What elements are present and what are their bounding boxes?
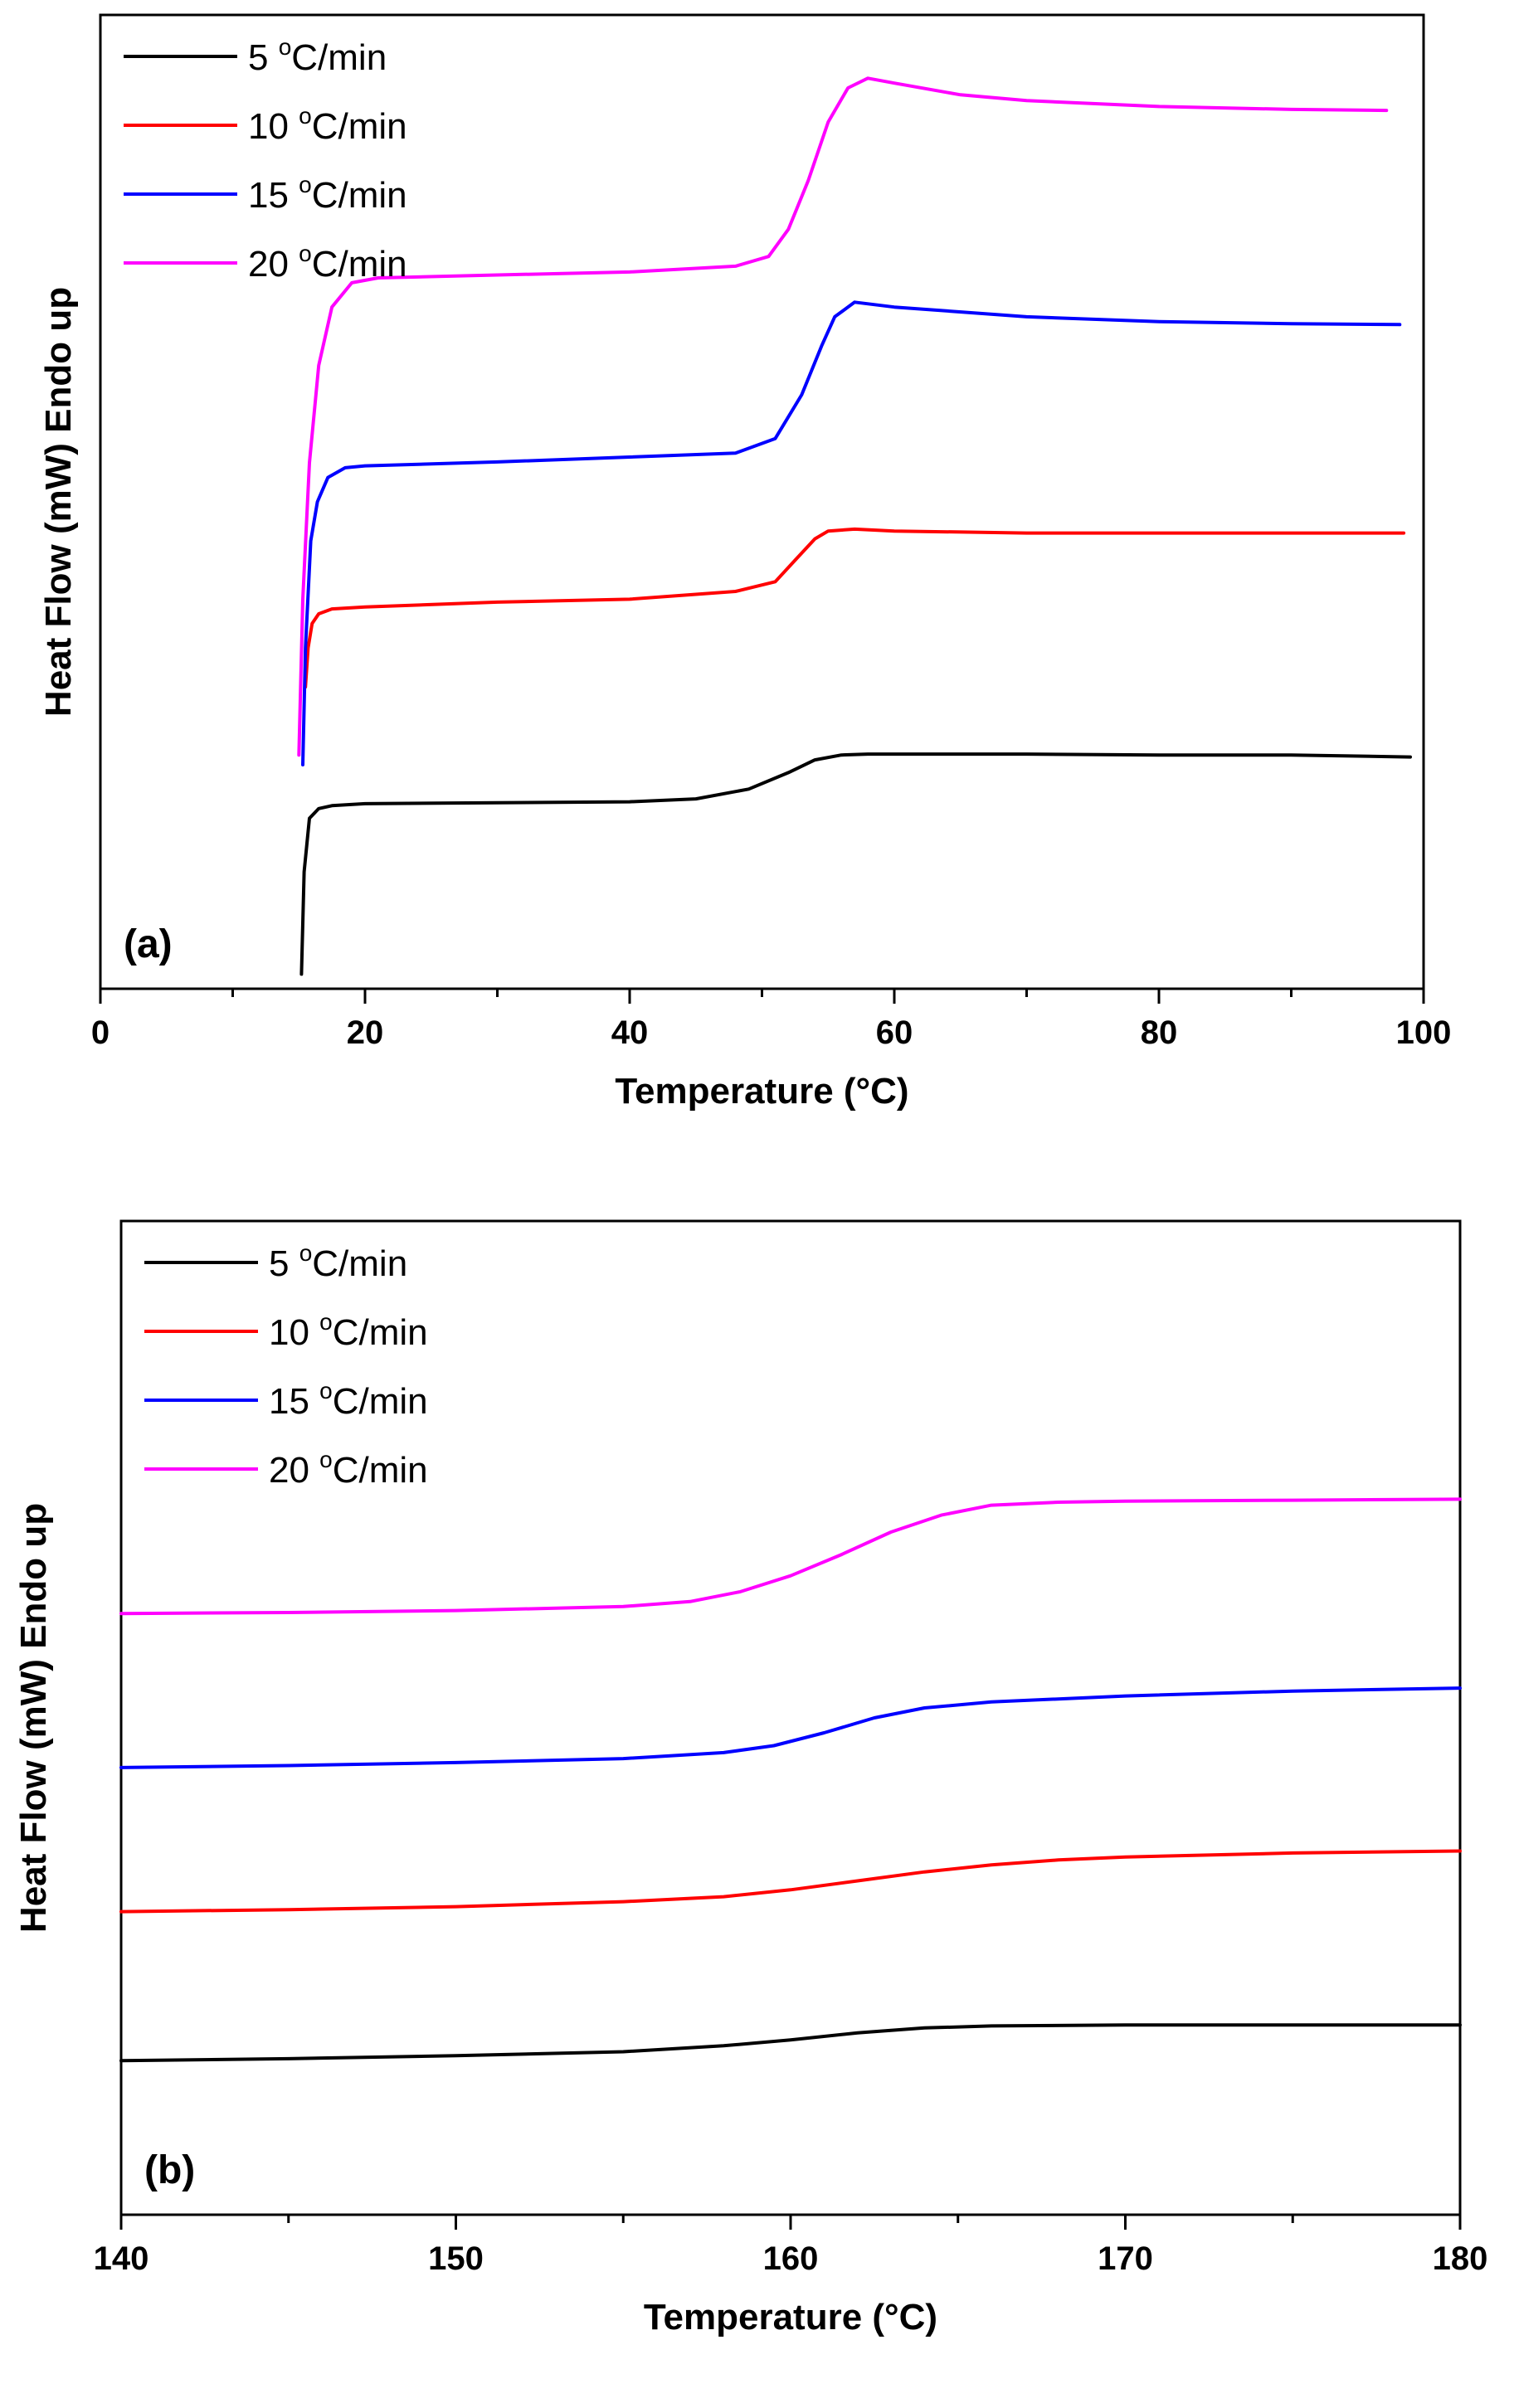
x-axis-title: Temperature (°C): [615, 1071, 908, 1112]
x-tick-label: 140: [94, 2240, 149, 2277]
x-tick-label: 20: [347, 1014, 384, 1051]
legend-label: 15 oC/min: [248, 172, 407, 216]
legend-label: 20 oC/min: [269, 1447, 428, 1491]
panel-b: 140 150 160 170 180 Temperature (°C) Heat Flow…: [13, 1219, 1488, 2337]
y-axis-title: Heat Flow (mW) Endo up: [13, 1503, 54, 1933]
series-line-1: [119, 2023, 1462, 2063]
legend-label: 10 oC/min: [248, 103, 407, 147]
series-line-2: [119, 1849, 1462, 1914]
plot-frame: [119, 1219, 1462, 2216]
x-tick-label: 60: [876, 1014, 913, 1051]
x-tick-label: 170: [1098, 2240, 1153, 2277]
legend-entry-2: 10 oC/min: [124, 103, 407, 147]
x-tick-label: 80: [1141, 1014, 1178, 1051]
legend-label: 5 oC/min: [269, 1240, 407, 1284]
x-axis-title: Temperature (°C): [644, 2297, 937, 2337]
panel-label: (a): [124, 922, 173, 966]
series-line-3: [301, 300, 1402, 766]
legend-entry-1: 5 oC/min: [124, 34, 387, 78]
x-tick-label: 100: [1396, 1014, 1452, 1051]
legend-label: 10 oC/min: [269, 1309, 428, 1353]
panel-a: 0 20 40 60 80 100 Temperature (°C) Heat Flow (m…: [38, 13, 1452, 1112]
legend-entry-3: 15 oC/min: [124, 172, 407, 216]
legend-entry-4: 20 oC/min: [124, 241, 407, 285]
x-tick-label: 0: [91, 1014, 110, 1051]
panel-label: (b): [144, 2148, 195, 2192]
series-line-4: [119, 1497, 1462, 1616]
legend-entry-2: 10 oC/min: [144, 1309, 428, 1353]
series-line-2: [304, 527, 1406, 689]
x-tick-label: 160: [763, 2240, 819, 2277]
x-tick-label: 180: [1433, 2240, 1488, 2277]
legend-entry-3: 15 oC/min: [144, 1378, 428, 1422]
legend-label: 15 oC/min: [269, 1378, 428, 1422]
series-line-4: [297, 76, 1389, 757]
legend-entry-4: 20 oC/min: [144, 1447, 428, 1491]
y-axis-title: Heat Flow (mW) Endo up: [38, 287, 79, 717]
series-line-1: [299, 752, 1412, 976]
legend-entry-1: 5 oC/min: [144, 1240, 407, 1284]
legend-label: 20 oC/min: [248, 241, 407, 285]
series-line-3: [119, 1686, 1462, 1769]
legend-label: 5 oC/min: [248, 34, 387, 78]
x-tick-label: 40: [611, 1014, 649, 1051]
plot-frame: [99, 13, 1425, 990]
x-tick-label: 150: [428, 2240, 484, 2277]
